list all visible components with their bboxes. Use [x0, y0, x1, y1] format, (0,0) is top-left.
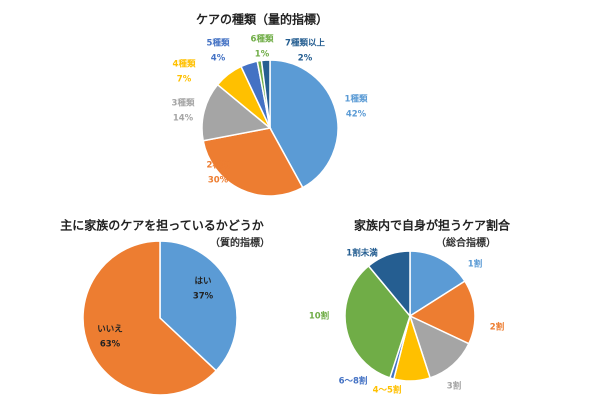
pie-slice [201, 83, 272, 142]
slice-name-label: 2割 [490, 322, 505, 333]
slice-name-label: はい [194, 277, 211, 287]
slice-value-label: 14% [173, 114, 194, 124]
slice-value-label: 1% [255, 50, 270, 60]
chart-subtitle: （質的指標） [210, 236, 270, 249]
slice-value-label: 30% [208, 176, 229, 186]
chart-subtitle: （総合指標） [436, 236, 496, 249]
slice-name-label: 7種類以上 [285, 38, 325, 49]
slice-name-label: 6～8割 [339, 376, 368, 387]
chart-title: ケアの種類（量的指標） [196, 12, 328, 27]
pie-slice [159, 240, 238, 372]
pie-chart-1: ケアの種類（量的指標） 1種類 42% 2種類 30% 3種類 14% 4種類 7% 5種類 4% 6… [172, 12, 368, 197]
slice-value-label: 37% [193, 292, 214, 302]
slice-name-label: 3種類 [172, 98, 195, 109]
slice-name-label: 4～5割 [373, 385, 402, 396]
slice-name-label: 1種類 [345, 94, 368, 105]
chart-title: 主に家族のケアを担っているかどうか [60, 218, 263, 233]
slice-value-label: 42% [346, 110, 367, 120]
chart-title: 家族内で自身が担うケア割合 [354, 218, 511, 233]
pie-chart-2: 主に家族のケアを担っているかどうか （質的指標） はい 37% いいえ 63% [60, 218, 270, 396]
slice-name-label: 6種類 [251, 34, 274, 45]
slice-value-label: 63% [100, 340, 121, 350]
pie-slice [260, 59, 271, 129]
slice-name-label: 3割 [447, 381, 462, 392]
pie-slice [367, 250, 411, 319]
pie-slice [408, 280, 476, 345]
slice-name-label: 10割 [309, 311, 330, 322]
slice-name-label: いいえ [97, 325, 123, 335]
slice-name-label: 4種類 [173, 59, 196, 70]
slice-name-label: 1割未満 [346, 248, 378, 259]
slice-name-label: 1割 [468, 259, 483, 270]
pie-slice [82, 240, 218, 396]
slice-name-label: 5種類 [207, 38, 230, 49]
pie-slice [344, 264, 411, 379]
pie-slice [269, 59, 339, 189]
slice-value-label: 2% [298, 54, 313, 64]
slice-name-label: 2種類 [207, 160, 230, 171]
pie-slice [202, 127, 304, 197]
slice-value-label: 7% [177, 75, 192, 85]
pie-chart-3: 家族内で自身が担うケア割合 （総合指標） 1割 2割 3割 4～5割 6～8割 10割 1割未満 [309, 218, 511, 396]
pie-slice [409, 250, 466, 318]
slice-value-label: 4% [211, 54, 226, 64]
